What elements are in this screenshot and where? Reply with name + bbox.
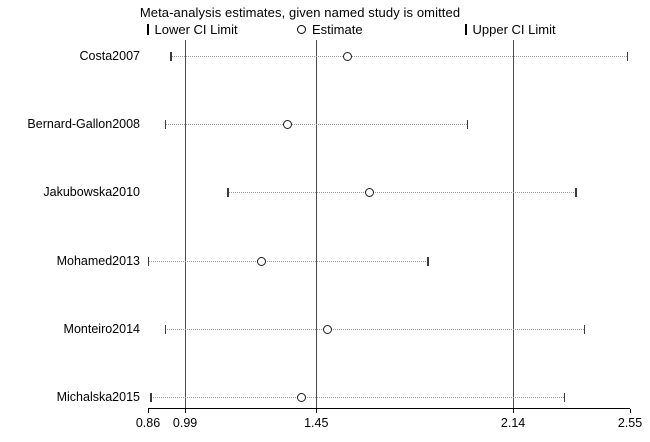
legend-upper-label: Upper CI Limit [472,21,556,37]
lower-ci-cap-icon [147,23,149,35]
lower-ci-cap [227,188,229,198]
x-axis-tick-label: 0.86 [135,416,161,430]
study-label: Monteiro2014 [63,321,140,336]
x-axis-tick [513,409,515,413]
legend-estimate: Estimate [297,21,363,37]
upper-ci-cap [466,120,469,130]
reference-line [316,40,318,408]
upper-ci-cap [575,188,577,198]
upper-ci-cap-icon [465,23,467,35]
ci-interval-line [165,328,585,330]
x-axis-tick-label: 2.55 [617,416,643,430]
legend-lower-ci: Lower CI Limit [147,21,238,37]
legend-upper-ci: Upper CI Limit [465,21,556,37]
x-axis-tick [630,409,631,413]
lower-ci-cap [147,256,149,266]
lower-ci-cap [164,120,167,130]
lower-ci-cap [150,393,152,402]
study-label: Jakubowska2010 [43,185,140,200]
legend-estimate-label: Estimate [312,21,363,37]
ci-interval-line [165,124,468,126]
estimate-marker [365,188,375,198]
chart-title: Meta-analysis estimates, given named stu… [139,5,461,20]
x-axis-tick-label: 0.99 [172,416,198,430]
upper-ci-cap [583,324,586,334]
lower-ci-cap [164,324,167,334]
estimate-marker [342,52,352,61]
study-label: Mohamed2013 [56,253,140,268]
ci-interval-line [227,192,576,194]
study-label: Michalska2015 [56,390,140,404]
upper-ci-cap [427,256,429,266]
x-axis-tick [316,409,318,413]
x-axis-tick [185,409,187,413]
ci-interval-line [148,260,428,262]
ci-interval-line [170,56,628,57]
estimate-marker [257,256,267,266]
x-axis-tick-label: 1.45 [304,416,329,430]
legend-lower-label: Lower CI Limit [154,21,238,37]
estimate-circle-icon [297,24,306,34]
ci-interval-line [150,397,565,398]
x-axis-tick-label: 2.14 [500,416,526,430]
x-axis-tick [148,409,149,413]
reference-line [513,40,515,408]
estimate-marker [297,393,306,402]
study-label: Bernard-Gallon2008 [27,117,140,132]
reference-line [185,40,187,408]
estimate-marker [322,324,332,334]
upper-ci-cap [626,52,629,61]
x-axis-line [148,408,630,410]
study-label: Costa2007 [79,49,140,63]
estimate-marker [282,120,292,130]
lower-ci-cap [170,52,172,61]
upper-ci-cap [563,393,566,402]
